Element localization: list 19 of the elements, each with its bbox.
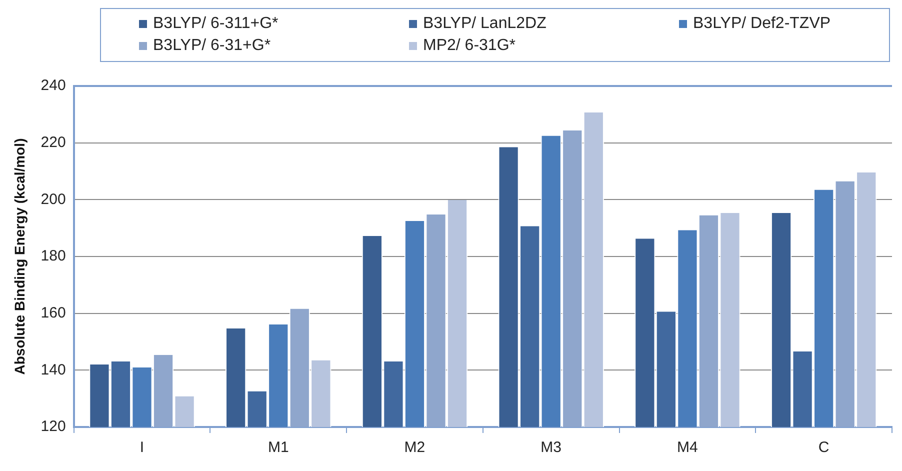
x-tick-label: I xyxy=(140,439,144,456)
legend-label: B3LYP/ 6-311+G* xyxy=(153,15,278,33)
x-tick-label: C xyxy=(818,439,830,456)
y-tick-label: 180 xyxy=(40,248,66,265)
x-tick-label: M4 xyxy=(677,439,698,456)
y-tick-label: 200 xyxy=(40,190,66,208)
y-tick-label: 220 xyxy=(40,134,66,151)
legend-label: B3LYP/ 6-31+G* xyxy=(153,37,271,55)
y-tick-label: 140 xyxy=(40,361,66,378)
y-tick-label: 240 xyxy=(40,77,66,94)
x-tick-label: M2 xyxy=(404,439,426,456)
y-tick-label: 120 xyxy=(40,418,66,436)
legend-label: B3LYP/ Def2-TZVP xyxy=(693,15,831,33)
y-axis-title: Absolute Binding Energy (kcal/mol) xyxy=(11,138,28,375)
y-tick-label: 160 xyxy=(40,304,66,322)
legend-label: MP2/ 6-31G* xyxy=(423,37,516,55)
x-tick-label: M1 xyxy=(268,439,289,456)
x-tick-label: M3 xyxy=(540,439,562,456)
legend-label: B3LYP/ LanL2DZ xyxy=(423,15,546,33)
